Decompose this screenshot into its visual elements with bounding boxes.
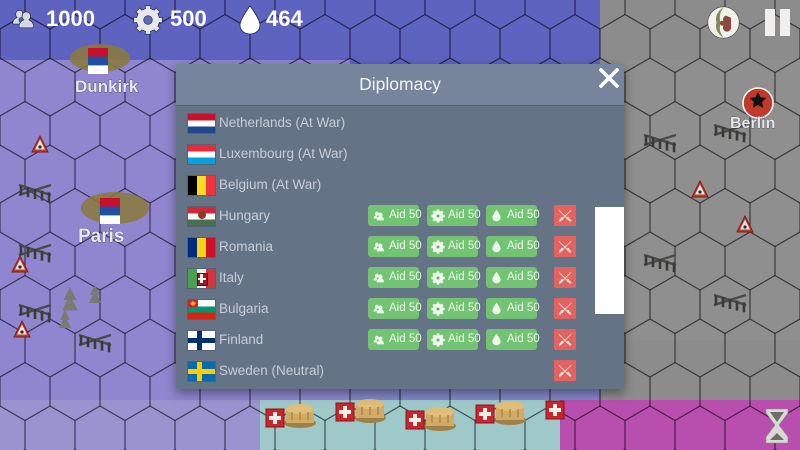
svg-text:Paris: Paris — [78, 226, 124, 247]
svg-text:Berlin: Berlin — [730, 115, 775, 132]
svg-text:Dunkirk: Dunkirk — [75, 77, 139, 96]
